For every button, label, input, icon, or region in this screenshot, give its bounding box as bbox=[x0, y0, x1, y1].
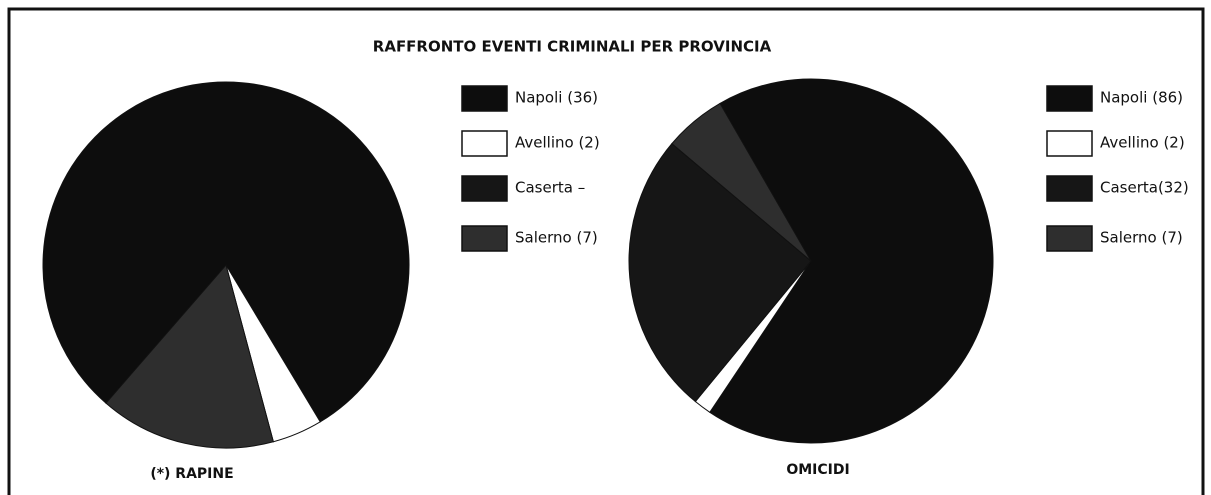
pie-slice bbox=[105, 263, 274, 449]
legend-label: Salerno (7) bbox=[515, 229, 598, 247]
legend-label: Caserta(32) bbox=[1100, 179, 1189, 197]
legend-label: Napoli (36) bbox=[515, 89, 598, 107]
chart-title: RAFFRONTO EVENTI CRIMINALI PER PROVINCIA bbox=[373, 38, 772, 56]
legend-label: Avellino (2) bbox=[515, 134, 600, 152]
legend-swatch bbox=[461, 175, 508, 202]
legend-swatch bbox=[461, 85, 508, 112]
pie-slice bbox=[628, 142, 812, 403]
legend-swatch bbox=[1046, 130, 1093, 157]
legend-label: Avellino (2) bbox=[1100, 134, 1185, 152]
legend-label: Caserta – bbox=[515, 179, 585, 197]
frame bbox=[7, 7, 1205, 495]
pie-slice bbox=[671, 102, 812, 262]
legend-swatch bbox=[1046, 225, 1093, 252]
pie-slice bbox=[709, 78, 994, 444]
pie-slice bbox=[42, 81, 410, 423]
legend-swatch bbox=[461, 130, 508, 157]
legend-swatch bbox=[1046, 175, 1093, 202]
legend-swatch bbox=[1046, 85, 1093, 112]
pie-label: OMICIDI bbox=[786, 462, 849, 478]
legend-swatch bbox=[461, 225, 508, 252]
legend-label: Salerno (7) bbox=[1100, 229, 1183, 247]
legend-label: Napoli (86) bbox=[1100, 89, 1183, 107]
pie-label: (*) RAPINE bbox=[150, 466, 233, 482]
